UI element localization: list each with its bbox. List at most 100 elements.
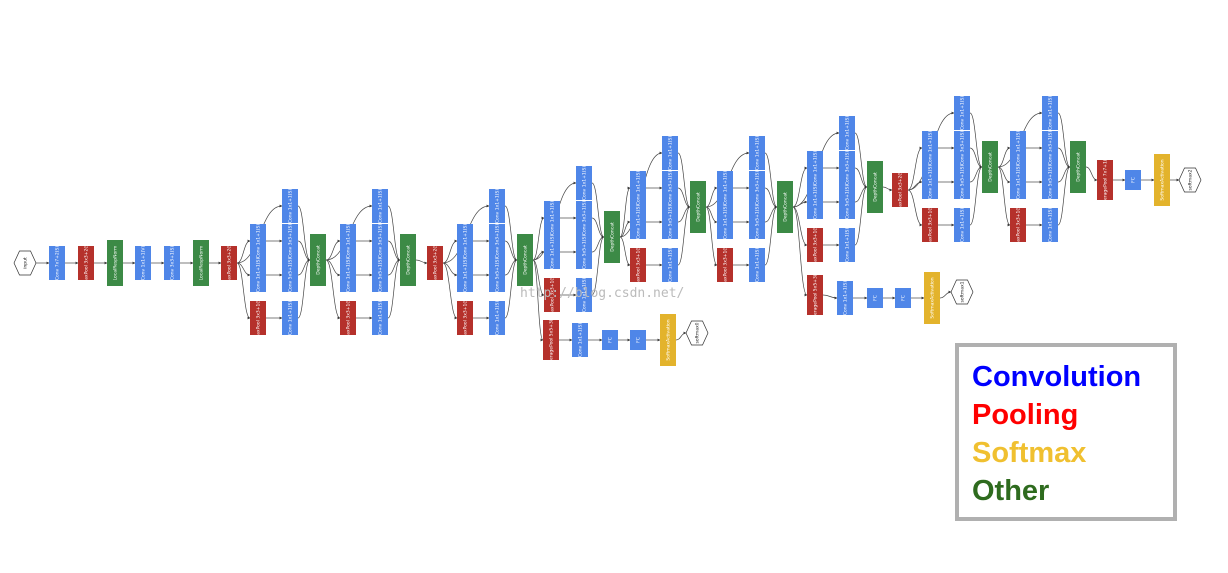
layer-node — [602, 330, 618, 350]
edge — [325, 239, 341, 261]
edge — [792, 206, 808, 297]
edge — [939, 290, 952, 299]
node-label: Conv 1x1+1(V) — [141, 246, 147, 281]
node-label: Conv 1x1+1(S) — [1016, 165, 1022, 199]
layer-node — [749, 205, 765, 239]
node-label: Conv 1x1+1(S) — [813, 151, 819, 185]
legend: Convolution Pooling Softmax Other — [955, 343, 1177, 521]
layer-node — [544, 201, 560, 235]
edge — [504, 258, 518, 319]
layer-node — [837, 281, 853, 315]
edge — [705, 206, 718, 267]
node-label: Conv 1x1+1(S) — [1048, 96, 1054, 130]
edge — [1057, 112, 1071, 169]
layer-node — [340, 301, 356, 335]
node-label: Conv 1x1+1(S) — [928, 165, 934, 199]
node-label: Conv 3x3+1(S) — [378, 224, 384, 258]
layer-node — [572, 323, 588, 357]
node-label: Conv 1x1+1(S) — [378, 301, 384, 335]
layer-node — [749, 171, 765, 205]
layer-node — [310, 234, 326, 286]
layer-node — [135, 246, 151, 280]
layer-node — [749, 136, 765, 170]
edge — [792, 166, 808, 208]
layer-node — [544, 278, 560, 312]
layer-node — [576, 166, 592, 200]
layer-node — [1042, 165, 1058, 199]
edge — [822, 294, 838, 300]
layer-node — [193, 240, 209, 286]
node-label: softmax1 — [960, 281, 966, 302]
edge — [854, 185, 868, 246]
layer-node — [457, 301, 473, 335]
edge — [591, 182, 605, 239]
layer-node — [340, 258, 356, 292]
layer-node — [1010, 131, 1026, 165]
layer-node — [457, 258, 473, 292]
node-label: DepthConcat — [406, 245, 412, 275]
layer-node — [895, 288, 911, 308]
edge — [705, 186, 718, 208]
edge — [764, 205, 778, 266]
node-label: DepthConcat — [696, 192, 702, 222]
node-label: Conv 1x1+1(S) — [636, 205, 642, 239]
layer-node — [777, 181, 793, 233]
node-label: AveragePool 5x5+3(V) — [813, 269, 819, 320]
layer-node — [1042, 208, 1058, 242]
edge — [997, 166, 1011, 184]
layer-node — [662, 171, 678, 205]
layer-node — [489, 301, 505, 335]
edge — [677, 205, 691, 266]
node-label: MaxPool 3x3+2(S) — [84, 242, 90, 284]
node-label: Conv 1x1+1(S) — [755, 248, 761, 282]
edge — [997, 146, 1011, 168]
edge — [907, 146, 923, 191]
layer-node — [662, 248, 678, 282]
legend-item: Pooling — [972, 399, 1079, 431]
layer-node — [372, 258, 388, 292]
node-label: Conv 5x5+1(S) — [495, 258, 501, 292]
node-label: input — [23, 257, 29, 269]
node-label: Conv 1x1+1(S) — [813, 185, 819, 219]
node-label: MaxPool 3x3+1(S) — [928, 204, 934, 246]
layer-node — [982, 141, 998, 193]
node-label: Conv 5x5+1(S) — [582, 235, 588, 269]
legend-item: Convolution — [972, 361, 1142, 393]
node-label: MaxPool 3x3+1(S) — [636, 244, 642, 286]
node-label: SoftmaxActivation — [1160, 159, 1166, 200]
node-label: SoftmaxActivation — [666, 319, 672, 360]
layer-node — [489, 224, 505, 258]
layer-node — [576, 201, 592, 235]
edge — [619, 236, 631, 267]
layer-node — [839, 151, 855, 185]
layer-node — [807, 151, 823, 185]
layer-node — [717, 205, 733, 239]
node-label: DepthConcat — [873, 172, 879, 202]
node-label: LocalRespNorm — [199, 246, 205, 281]
node-label: Conv 1x1+1(S) — [582, 166, 588, 200]
node-label: Conv 1x1+1(S) — [495, 301, 501, 335]
edge — [297, 258, 311, 319]
node-label: MaxPool 3x3+2(S) — [898, 169, 904, 211]
edge — [619, 186, 631, 238]
layer-node — [954, 165, 970, 199]
layer-node — [954, 131, 970, 165]
edge — [387, 258, 401, 319]
node-label: Conv 1x1+1(S) — [378, 189, 384, 223]
edge — [705, 206, 718, 224]
layer-node — [543, 320, 559, 360]
node-label: Conv 1x1+1(S) — [550, 201, 556, 235]
layer-node — [922, 208, 938, 242]
node-label: MaxPool 3x3+1(S) — [1016, 204, 1022, 246]
node-label: Conv 1x1+1(S) — [346, 224, 352, 258]
node-label: Conv 1x1+1(S) — [723, 171, 729, 205]
edge — [387, 205, 401, 262]
edge — [442, 239, 458, 264]
node-label: SoftmaxActivation — [930, 277, 936, 318]
layer-node — [489, 189, 505, 223]
node-label: Conv 3x3+1(S) — [288, 224, 294, 258]
edge — [532, 259, 544, 342]
node-label: Conv 1x1+1(S) — [845, 116, 851, 150]
layer-node — [1042, 131, 1058, 165]
io-node — [685, 320, 709, 346]
